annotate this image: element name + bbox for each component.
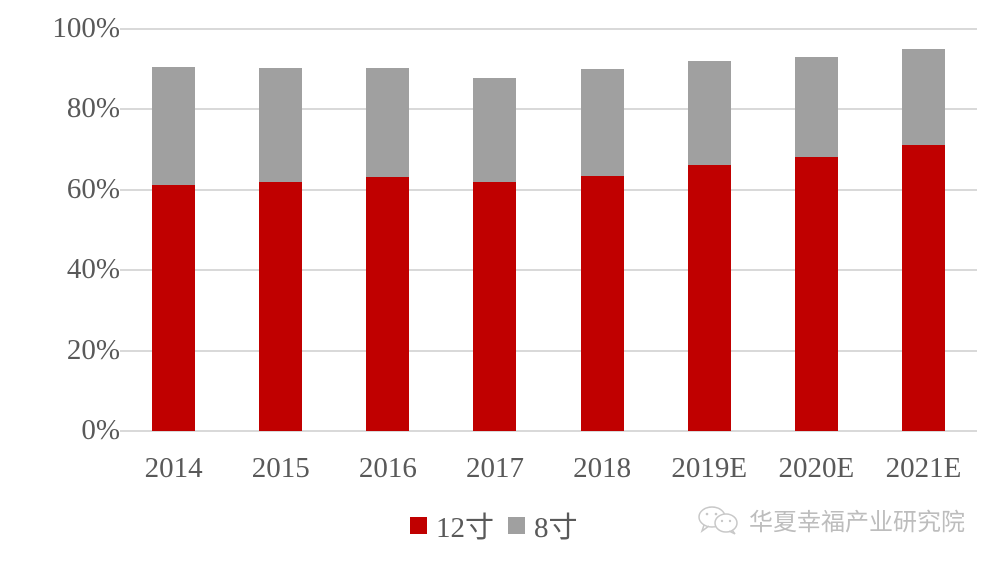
bar-segment-8inch — [152, 67, 196, 185]
watermark-text: 华夏幸福产业研究院 — [749, 508, 965, 536]
y-tick-label: 40% — [66, 253, 120, 286]
x-tick-label: 2016 — [358, 452, 417, 484]
bar-segment-12inch — [580, 176, 624, 431]
y-tick-label: 0% — [81, 414, 120, 446]
x-tick-label: 2020E — [778, 452, 855, 484]
y-tick-label: 80% — [66, 92, 120, 125]
bar-segment-12inch — [152, 184, 196, 431]
y-tick-label: 20% — [66, 333, 120, 366]
gridline — [120, 108, 977, 111]
bar-segment-12inch — [473, 182, 517, 431]
bar-segment-8inch — [687, 61, 731, 165]
bar-segment-8inch — [473, 78, 517, 183]
bar-segment-12inch — [259, 182, 303, 431]
bar-segment-8inch — [794, 57, 838, 157]
bar-segment-8inch — [259, 67, 303, 183]
x-tick-label: 2014 — [144, 452, 203, 484]
gridline — [120, 28, 977, 30]
legend-swatch-8inch — [508, 516, 526, 534]
x-tick-label: 2018 — [573, 452, 632, 484]
x-tick-label: 2019E — [671, 452, 748, 484]
y-tick-label: 60% — [66, 172, 120, 205]
legend-label: 8寸 — [534, 512, 578, 544]
gridline — [120, 269, 977, 272]
watermark: 华夏幸福产业研究院 — [697, 502, 965, 537]
legend-label: 12寸 — [436, 512, 495, 544]
bar-segment-12inch — [366, 176, 410, 431]
x-tick-label: 2017 — [465, 452, 524, 484]
bar-segment-12inch — [901, 145, 945, 431]
y-tick-label: 100% — [52, 12, 120, 44]
x-tick-label: 2015 — [251, 452, 310, 484]
wechat-icon — [697, 505, 741, 535]
gridline — [120, 188, 977, 191]
chart-legend: 12寸 8寸 — [410, 505, 578, 545]
bar-segment-8inch — [366, 67, 410, 177]
bar-segment-12inch — [794, 156, 838, 431]
bar-segment-8inch — [901, 49, 945, 146]
legend-item-12inch: 12寸 — [410, 504, 494, 546]
gridline — [120, 430, 977, 432]
gridline — [120, 349, 977, 352]
bar-segment-12inch — [687, 164, 731, 431]
x-tick-label: 2021E — [885, 452, 962, 484]
legend-item-8inch: 8寸 — [508, 504, 578, 546]
legend-swatch-12inch — [410, 516, 427, 534]
bar-segment-8inch — [580, 69, 624, 177]
